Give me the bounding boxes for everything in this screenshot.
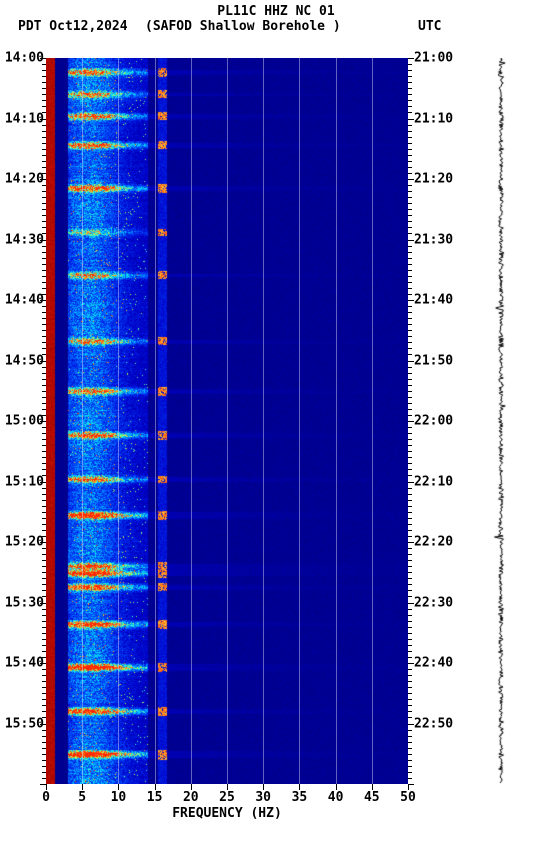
tickmarks-right: [408, 58, 414, 784]
spectrogram-canvas: [46, 58, 408, 784]
y-axis-right: 21:0021:1021:2021:3021:4021:5022:0022:10…: [412, 58, 462, 784]
spectrogram-plot: [46, 58, 408, 784]
waveform-trace: [492, 58, 510, 784]
subheader: PDT Oct12,2024 (SAFOD Shallow Borehole )…: [0, 19, 552, 37]
tickmarks-left: [40, 58, 46, 784]
x-axis-label: FREQUENCY (HZ): [172, 806, 282, 821]
tz-right: UTC: [418, 19, 441, 34]
station-name: (SAFOD Shallow Borehole ): [145, 19, 341, 34]
x-axis: FREQUENCY (HZ) 05101520253035404550: [46, 784, 408, 824]
date-left: PDT Oct12,2024: [18, 19, 128, 34]
station-title: PL11C HHZ NC 01: [0, 0, 552, 19]
